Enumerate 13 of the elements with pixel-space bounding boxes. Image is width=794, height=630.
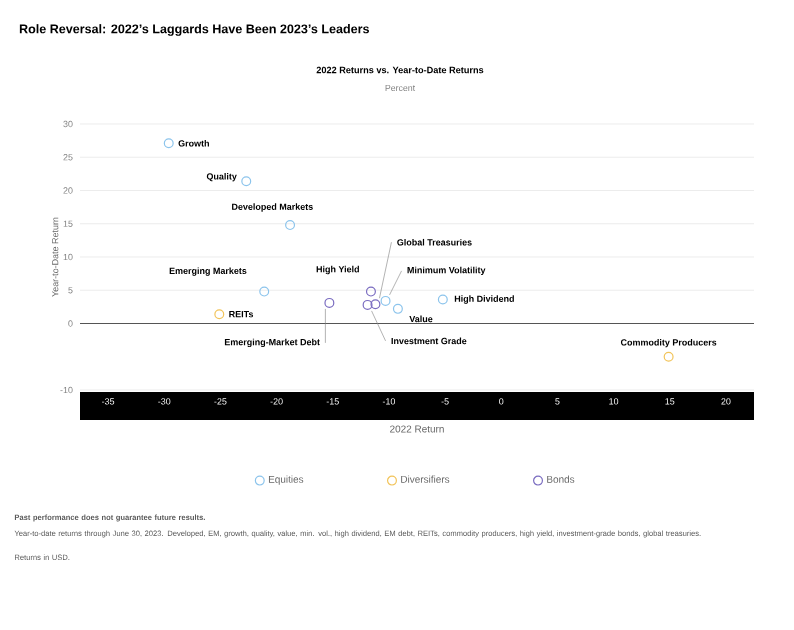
point: [285, 220, 296, 231]
point: [214, 309, 225, 320]
point: [324, 297, 335, 308]
point: [163, 138, 174, 149]
point: [362, 299, 373, 310]
point: [241, 176, 252, 187]
point: [392, 303, 403, 314]
point: [365, 286, 376, 297]
point: [380, 295, 391, 306]
point: [437, 294, 448, 305]
point: [663, 351, 674, 362]
point: [259, 286, 270, 297]
point: [370, 299, 381, 310]
